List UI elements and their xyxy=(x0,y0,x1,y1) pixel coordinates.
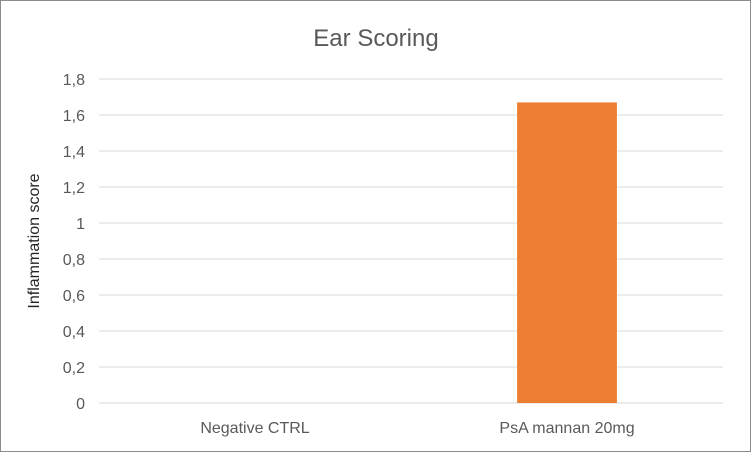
y-tick-label: 0,6 xyxy=(63,288,85,305)
y-tick-label: 0 xyxy=(76,396,85,413)
x-tick-label: Negative CTRL xyxy=(200,420,309,437)
x-axis-ticks: Negative CTRL PsA mannan 20mg xyxy=(200,420,634,437)
y-tick-label: 1,2 xyxy=(63,180,85,197)
y-tick-label: 0,8 xyxy=(63,252,85,269)
y-axis-label: Inflammation score xyxy=(26,173,43,308)
bar xyxy=(517,102,617,404)
y-tick-label: 1,6 xyxy=(63,108,85,125)
chart-title: Ear Scoring xyxy=(313,25,438,52)
bars xyxy=(517,102,617,404)
gridlines xyxy=(99,78,723,404)
y-tick-label: 1,4 xyxy=(63,144,85,161)
y-tick-label: 0,2 xyxy=(63,360,85,377)
y-tick-label: 0,4 xyxy=(63,324,85,341)
y-tick-label: 1,8 xyxy=(63,72,85,89)
y-axis-ticks: 0 0,2 0,4 0,6 0,8 1 1,2 1,4 1,6 1,8 xyxy=(63,72,85,413)
y-tick-label: 1 xyxy=(76,216,85,233)
x-tick-label: PsA mannan 20mg xyxy=(499,420,634,437)
